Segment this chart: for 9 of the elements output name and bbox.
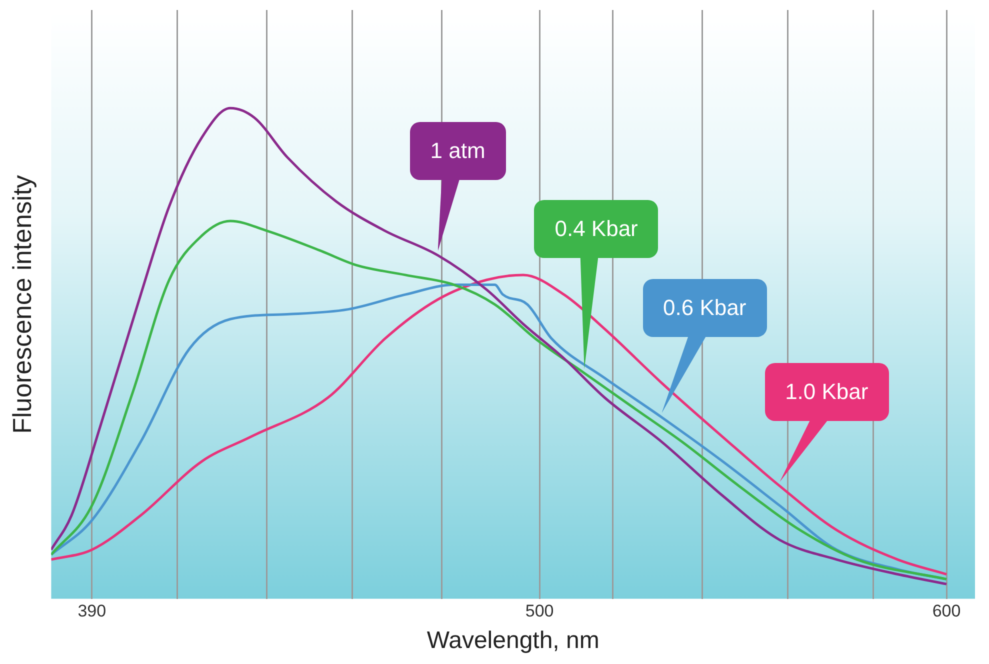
- text: 1 atm: [410, 122, 506, 180]
- x-tick-label: 600: [932, 602, 961, 621]
- x-tick-label: 500: [525, 602, 554, 621]
- text: 1.0 Kbar: [764, 362, 889, 421]
- y-axis-title: Fluorescence intensity: [6, 175, 37, 434]
- x-tick-label: 390: [78, 602, 106, 621]
- text: 0.6 Kbar: [642, 279, 767, 338]
- text: 0.4 Kbar: [534, 200, 658, 258]
- x-axis-title: Wavelength, nm: [426, 627, 600, 654]
